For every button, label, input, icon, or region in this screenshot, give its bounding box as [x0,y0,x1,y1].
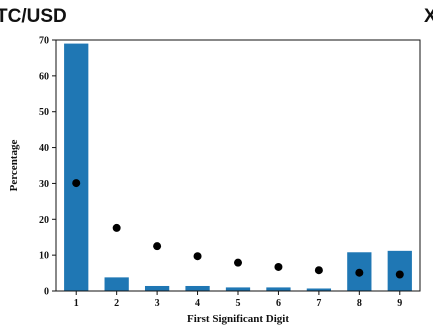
bar-digit-4 [185,285,210,291]
chart-heading: TC/USD [0,6,67,27]
y-tick-label: 30 [39,179,49,190]
x-axis-title: First Significant Digit [187,313,289,325]
x-tick-label: 9 [397,298,402,309]
x-tick-label: 8 [357,298,362,309]
chart-heading-right: X [424,6,433,27]
point-digit-1 [72,179,81,188]
x-tick-label: 5 [236,298,241,309]
x-tick-label: 4 [195,298,200,309]
x-axis: 1 2 3 4 5 6 7 8 9 [74,291,402,309]
point-digit-4 [193,252,202,261]
point-digit-6 [274,262,283,271]
x-tick-label: 1 [74,298,79,309]
y-axis: 0 10 20 30 40 50 60 70 [39,36,56,298]
point-digit-3 [153,242,162,251]
y-tick-label: 20 [39,215,49,226]
point-digit-7 [314,266,323,275]
x-tick-label: 2 [114,298,119,309]
bar-digit-1 [64,43,89,292]
y-tick-label: 60 [39,71,49,82]
bar-digit-2 [104,277,129,291]
y-axis-title: Percentage [8,140,20,192]
point-digit-5 [234,258,242,267]
bar-digit-3 [144,285,170,291]
x-tick-label: 7 [316,298,321,309]
y-tick-label: 50 [39,107,49,118]
y-tick-label: 10 [39,251,49,262]
x-tick-label: 6 [276,298,281,309]
bar-digit-7 [306,288,332,291]
points-group [72,179,404,279]
y-tick-label: 0 [44,287,49,298]
y-tick-label: 40 [39,143,49,154]
bar-digit-6 [266,287,291,291]
point-digit-8 [355,268,364,277]
point-digit-9 [395,270,404,279]
bars-group [64,43,412,292]
point-digit-2 [112,223,121,232]
y-tick-label: 70 [39,36,49,47]
bar-digit-5 [225,287,251,291]
x-tick-label: 3 [155,298,160,309]
